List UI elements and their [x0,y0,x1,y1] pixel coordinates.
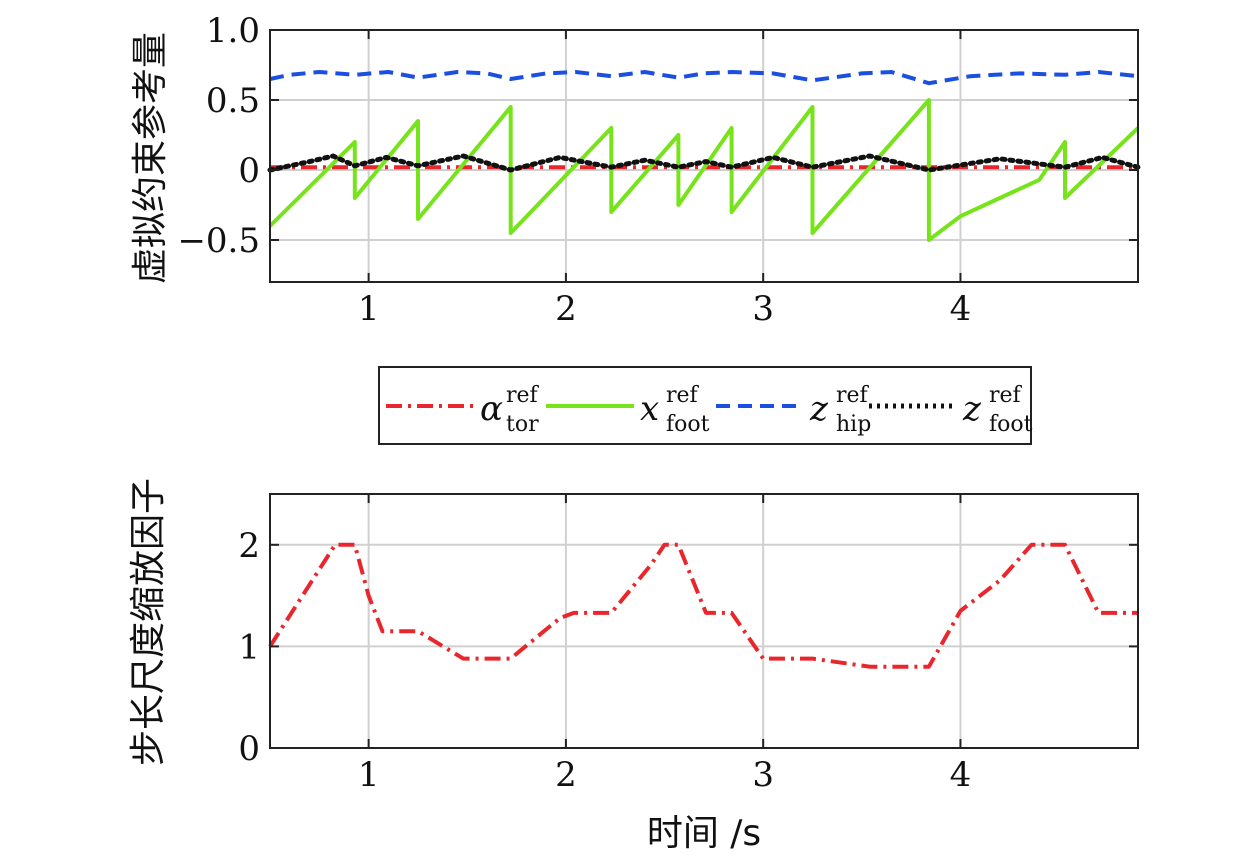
top-x-tick-label: 2 [555,289,577,329]
legend-label-sub-0: tor [506,412,539,437]
top-y-tick-label: 0.5 [206,81,260,121]
legend-box [378,366,1032,445]
bottom-plot-frame [269,493,1139,749]
legend-label-sub-2: hip [836,412,871,437]
bottom-y-axis-label: 步长尺度缩放因子 [128,478,169,766]
bottom-x-tick-label: 4 [950,755,972,795]
bottom-y-tick-label: 2 [238,526,260,566]
top-panel: 1 2 3 4 1.0 0.5 0 −0.5 虚拟约束参考量 [130,11,1141,329]
bottom-x-tick-label: 3 [752,755,774,795]
bottom-panel: 1 2 3 4 2 1 0 步长尺度缩放因子 时间 /s [128,478,1139,854]
top-y-tick-label: 0 [238,151,260,191]
legend-label-main-3: z [962,389,982,429]
top-plot-frame [269,29,1139,283]
top-series-line-2 [269,70,1139,86]
top-x-tick-label: 1 [358,289,380,329]
legend-label-main-2: z [809,389,829,429]
bottom-x-axis-label: 时间 /s [647,813,761,854]
bottom-grid [270,494,1138,749]
top-y-axis-label: 虚拟约束参考量 [130,32,171,284]
top-x-tick-label: 4 [950,289,972,329]
top-series-line-3 [267,153,1141,173]
bottom-y-tick-label: 1 [238,627,260,667]
bottom-y-tick-label: 0 [238,729,260,769]
bottom-ticks: 1 2 3 4 2 1 0 [238,494,1138,795]
legend-label-sup-3: ref [989,383,1023,408]
legend-label-main-1: x [640,389,659,429]
bottom-series-line-0 [268,542,1138,669]
legend-label-sup-2: ref [836,383,870,408]
top-series [267,70,1141,242]
bottom-x-tick-label: 1 [358,755,380,795]
top-y-tick-label: 1.0 [206,11,260,51]
top-y-tick-label: −0.5 [177,221,260,261]
legend-label-sup-1: ref [666,383,700,408]
legend-label-sub-1: foot [666,412,710,437]
top-series-line-1 [268,98,1140,242]
legend-label-sup-0: ref [506,383,540,408]
top-ticks: 1 2 3 4 1.0 0.5 0 −0.5 [177,11,1138,329]
legend-label-main-0: α [480,389,503,429]
legend-label-sub-3: foot [989,412,1033,437]
top-x-tick-label: 3 [752,289,774,329]
top-grid [270,29,1138,282]
bottom-series [268,542,1138,669]
bottom-x-tick-label: 2 [555,755,577,795]
